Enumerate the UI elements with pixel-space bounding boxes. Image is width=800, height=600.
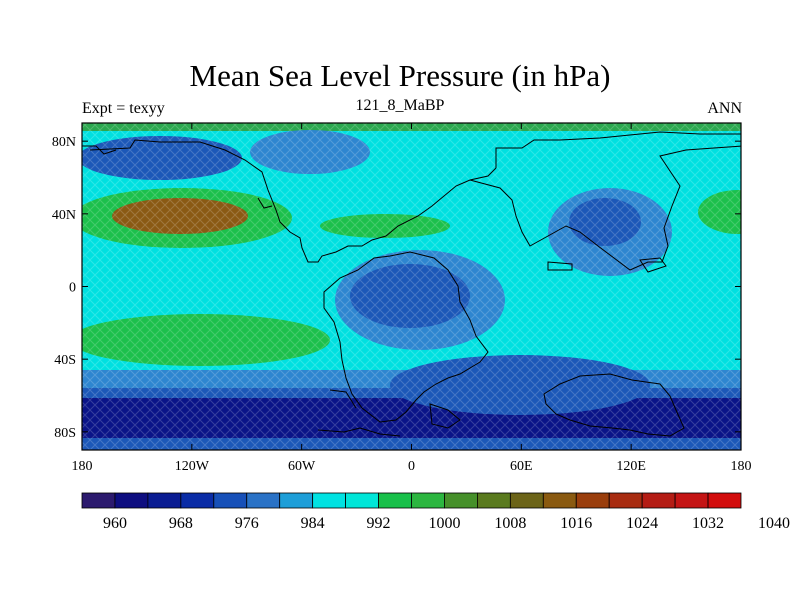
colorbar-label: 960	[103, 515, 127, 532]
colorbar-swatch	[542, 492, 577, 509]
colorbar-swatch	[312, 492, 346, 509]
colorbar-label: 1040	[758, 515, 790, 532]
lat-tick-label: 40N	[52, 208, 76, 223]
colorbar-swatch	[180, 492, 215, 509]
colorbar-swatch	[411, 492, 445, 509]
colorbar-label: 1024	[626, 515, 658, 532]
lon-tick-label: 120W	[175, 459, 210, 474]
colorbar-swatch	[608, 492, 643, 509]
lat-tick-label: 80N	[52, 135, 76, 150]
colorbar-swatch	[575, 492, 610, 509]
colorbar-swatch	[476, 492, 511, 509]
colorbar-swatch	[279, 492, 314, 509]
colorbar-swatch	[707, 492, 742, 509]
lon-tick-label: 120E	[616, 459, 646, 474]
colorbar-label: 984	[301, 515, 325, 532]
experiment-label: Expt = texyy	[82, 100, 165, 117]
colorbar-swatch	[147, 492, 182, 509]
coastlines	[82, 131, 741, 437]
colorbar-swatch	[81, 492, 116, 509]
longitude-axis: 180 120W 60W 0 60E 120E 180	[72, 123, 752, 474]
lon-tick-label: 60E	[510, 459, 533, 474]
colorbar-label: 1000	[428, 515, 460, 532]
lon-tick-label: 180	[72, 459, 93, 474]
period-label: 121_8_MaBP	[355, 97, 445, 114]
map-title: Mean Sea Level Pressure (in hPa)	[189, 58, 611, 93]
colorbar-label: 1008	[494, 515, 526, 532]
lat-tick-label: 80S	[54, 426, 76, 441]
colorbar-swatch	[674, 492, 709, 509]
colorbar-label: 968	[169, 515, 193, 532]
lat-tick-label: 40S	[54, 353, 76, 368]
colorbar-label: 1032	[692, 515, 724, 532]
colorbar: 960 968 976 984 992 1000 1008 1016 1024 1032 1040	[81, 492, 790, 532]
lon-tick-label: 0	[408, 459, 415, 474]
colorbar-swatch	[641, 492, 676, 509]
colorbar-swatch	[378, 492, 412, 509]
colorbar-swatch	[444, 492, 478, 509]
colorbar-swatch	[114, 492, 149, 509]
colorbar-label: 992	[367, 515, 391, 532]
colorbar-swatch	[345, 492, 379, 509]
colorbar-swatch	[509, 492, 544, 509]
colorbar-label: 976	[235, 515, 259, 532]
lon-tick-label: 60W	[288, 459, 316, 474]
season-label: ANN	[707, 100, 742, 117]
colorbar-swatch	[246, 492, 281, 509]
hatching-overlay	[82, 123, 741, 450]
latitude-axis: 80N 40N 0 40S 80S	[52, 135, 741, 441]
lat-tick-label: 0	[69, 281, 76, 296]
colorbar-label: 1016	[560, 515, 592, 532]
lon-tick-label: 180	[731, 459, 752, 474]
colorbar-swatch	[213, 492, 248, 509]
